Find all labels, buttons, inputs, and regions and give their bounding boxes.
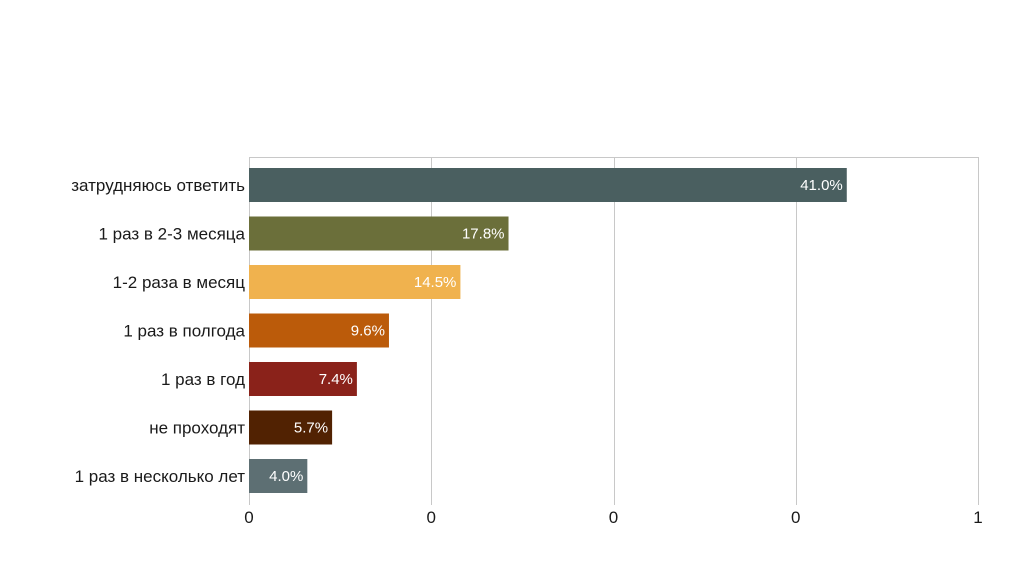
category-label-1: 1 раз в 2-3 месяца bbox=[98, 225, 245, 244]
bar-1 bbox=[249, 216, 509, 251]
x-tick-labels: 0 0 0 0 1 bbox=[244, 508, 982, 527]
data-label-6: 4.0% bbox=[269, 468, 303, 485]
data-label-1: 17.8% bbox=[462, 226, 505, 243]
category-labels: затрудняюсь ответить 1 раз в 2-3 месяца 1-… bbox=[71, 176, 245, 486]
category-label-6: 1 раз в несколько лет bbox=[75, 467, 246, 486]
x-tick-label-4: 1 bbox=[973, 508, 982, 527]
category-label-5: не проходят bbox=[149, 419, 245, 438]
data-label-2: 14.5% bbox=[414, 274, 457, 291]
data-label-4: 7.4% bbox=[319, 371, 353, 388]
x-tick-label-1: 0 bbox=[427, 508, 436, 527]
category-label-4: 1 раз в год bbox=[161, 370, 245, 389]
bar-2 bbox=[249, 265, 461, 299]
category-label-2: 1-2 раза в месяц bbox=[113, 273, 246, 292]
data-label-0: 41.0% bbox=[800, 177, 843, 194]
bar-3 bbox=[249, 313, 389, 348]
data-label-3: 9.6% bbox=[351, 323, 385, 340]
category-label-3: 1 раз в полгода bbox=[123, 322, 245, 341]
gridlines bbox=[249, 157, 979, 505]
bar-4 bbox=[249, 362, 357, 396]
bar-0 bbox=[249, 168, 847, 202]
bar-5 bbox=[249, 410, 333, 445]
bar-6 bbox=[249, 459, 308, 493]
x-tick-label-2: 0 bbox=[609, 508, 618, 527]
data-label-5: 5.7% bbox=[294, 420, 328, 437]
bars: 41.0% 17.8% 14.5% 9.6% 7.4% 5.7% 4.0% bbox=[249, 168, 847, 493]
x-tick-label-3: 0 bbox=[791, 508, 800, 527]
x-tick-label-0: 0 bbox=[244, 508, 253, 527]
category-label-0: затрудняюсь ответить bbox=[71, 176, 245, 195]
